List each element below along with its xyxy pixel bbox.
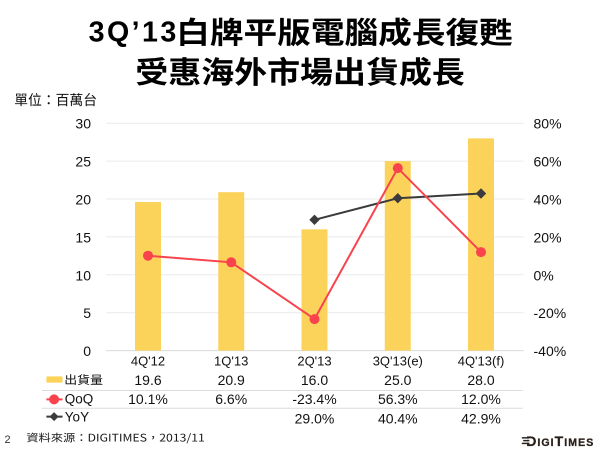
svg-text:3Q'13(e): 3Q'13(e) xyxy=(373,354,423,369)
svg-text:16.0: 16.0 xyxy=(301,372,328,388)
svg-text:DIGITIMES: DIGITIMES xyxy=(526,433,594,449)
svg-text:-40%: -40% xyxy=(534,343,567,359)
svg-text:QoQ: QoQ xyxy=(65,392,94,407)
svg-text:20: 20 xyxy=(75,192,91,208)
svg-text:56.3%: 56.3% xyxy=(378,391,418,407)
svg-text:0: 0 xyxy=(83,343,91,359)
svg-text:12.0%: 12.0% xyxy=(461,391,501,407)
svg-text:29.0%: 29.0% xyxy=(295,411,335,427)
svg-text:40%: 40% xyxy=(534,192,562,208)
svg-text:40.4%: 40.4% xyxy=(378,411,418,427)
svg-text:2: 2 xyxy=(4,434,10,446)
svg-text:-23.4%: -23.4% xyxy=(292,391,336,407)
svg-text:42.9%: 42.9% xyxy=(461,411,501,427)
svg-text:80%: 80% xyxy=(534,116,562,132)
svg-text:-20%: -20% xyxy=(534,305,567,321)
svg-text:4Q'13(f): 4Q'13(f) xyxy=(458,354,505,369)
svg-text:28.0: 28.0 xyxy=(467,372,494,388)
svg-text:30: 30 xyxy=(75,116,91,132)
svg-text:15: 15 xyxy=(75,229,91,245)
svg-text:25.0: 25.0 xyxy=(384,372,411,388)
svg-text:20.9: 20.9 xyxy=(218,372,245,388)
svg-text:19.6: 19.6 xyxy=(134,372,161,388)
svg-text:6.6%: 6.6% xyxy=(215,391,247,407)
svg-text:10: 10 xyxy=(75,267,91,283)
svg-text:4Q'12: 4Q'12 xyxy=(131,354,165,369)
svg-text:25: 25 xyxy=(75,154,91,170)
svg-text:20%: 20% xyxy=(534,229,562,245)
svg-text:2Q'13: 2Q'13 xyxy=(297,354,331,369)
svg-text:10.1%: 10.1% xyxy=(128,391,168,407)
svg-text:0%: 0% xyxy=(534,267,554,283)
svg-text:1Q'13: 1Q'13 xyxy=(214,354,248,369)
svg-text:60%: 60% xyxy=(534,154,562,170)
svg-text:YoY: YoY xyxy=(65,409,89,424)
svg-text:3Q’13: 3Q’13 xyxy=(89,16,179,48)
svg-text:5: 5 xyxy=(83,305,91,321)
